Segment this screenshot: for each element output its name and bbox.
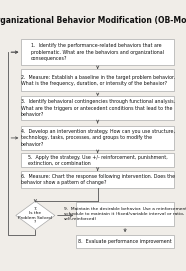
FancyBboxPatch shape [21,96,174,120]
Text: 6.  Measure: Chart the response following intervention. Does the
behavior show a: 6. Measure: Chart the response following… [21,174,175,185]
FancyBboxPatch shape [21,69,174,91]
Text: 9.  Maintain the desirable behavior. Use a reinforcement
schedule to maintain it: 9. Maintain the desirable behavior. Use … [64,207,186,221]
FancyBboxPatch shape [21,153,174,167]
FancyBboxPatch shape [76,202,174,226]
FancyBboxPatch shape [76,235,174,248]
Text: 1.  Identify the performance-related behaviors that are
problematic. What are th: 1. Identify the performance-related beha… [31,43,164,61]
FancyBboxPatch shape [21,39,174,65]
Text: 5.  Apply the strategy. Use +/- reinforcement, punishment,
extinction, or combin: 5. Apply the strategy. Use +/- reinforce… [28,154,168,166]
FancyBboxPatch shape [21,171,174,188]
Text: 7.
Is the
Problem Solved
?: 7. Is the Problem Solved ? [18,207,52,224]
Text: 3.  Identify behavioral contingencies through functional analysis.
What are the : 3. Identify behavioral contingencies thr… [21,99,175,117]
Text: 4.  Develop an intervention strategy. How can you use structure,
technology, tas: 4. Develop an intervention strategy. How… [21,129,175,147]
Text: Organizational Behavior Modification (OB-Mod): Organizational Behavior Modification (OB… [0,16,186,25]
Polygon shape [16,201,55,230]
FancyBboxPatch shape [21,126,174,150]
Text: 2.  Measure: Establish a baseline in the target problem behavior.
What is the fr: 2. Measure: Establish a baseline in the … [21,75,175,86]
Text: 8.  Evaluate performance improvement: 8. Evaluate performance improvement [78,239,172,244]
